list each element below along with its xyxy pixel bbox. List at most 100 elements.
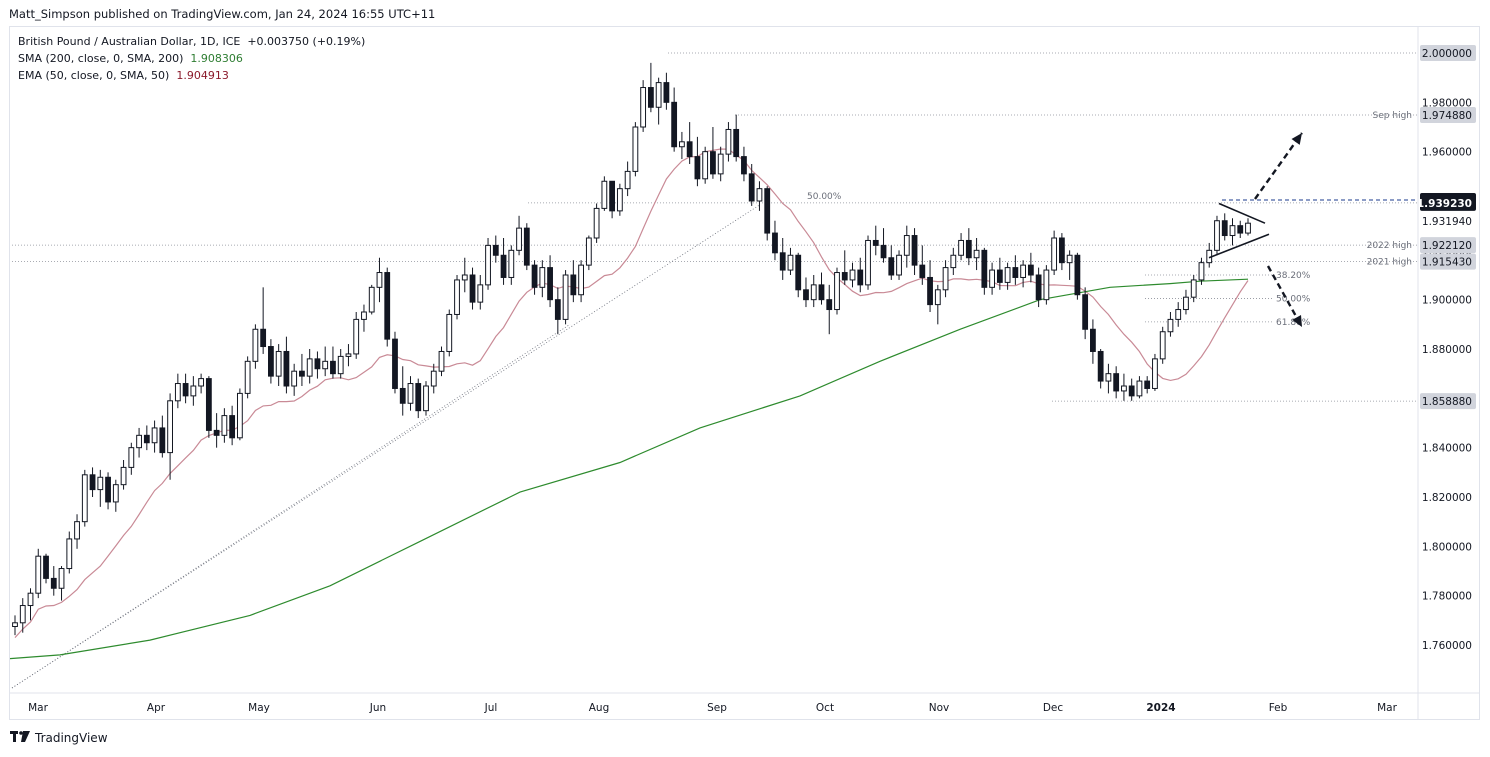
legend-sma-label: SMA (200, close, 0, SMA, 200) xyxy=(18,52,184,65)
candle xyxy=(151,420,158,453)
candle-body xyxy=(624,170,631,190)
candle xyxy=(756,181,763,211)
candle-body xyxy=(663,82,670,103)
candle xyxy=(865,235,871,290)
candle xyxy=(1167,312,1174,337)
candle xyxy=(454,275,460,320)
candle-body xyxy=(508,249,515,278)
candle xyxy=(43,553,49,584)
candle-body xyxy=(205,378,212,431)
price-tag-box xyxy=(1420,45,1476,61)
candle-body xyxy=(1198,262,1205,281)
price-tag-box xyxy=(1420,253,1476,270)
candle xyxy=(725,122,732,162)
candle-body xyxy=(112,484,119,503)
candle-body xyxy=(679,141,685,148)
candle-body xyxy=(965,239,972,259)
candle xyxy=(958,233,964,261)
candle-body xyxy=(384,272,391,340)
candle xyxy=(19,598,26,633)
candle xyxy=(710,127,716,179)
legend-symbol-row: British Pound / Australian Dollar, 1D, I… xyxy=(18,33,365,50)
candle-body xyxy=(694,156,701,180)
price-tag: 2.000000 xyxy=(1420,45,1476,61)
candle-body xyxy=(1229,225,1236,237)
candle-body xyxy=(1027,264,1034,276)
candle-body xyxy=(880,244,887,259)
candle xyxy=(74,514,80,549)
candle xyxy=(1027,252,1034,283)
reference-lines-layer xyxy=(11,52,1418,689)
candle xyxy=(159,415,166,458)
ema50-line xyxy=(14,148,1249,639)
candle xyxy=(430,363,437,394)
candle xyxy=(136,427,142,458)
candle xyxy=(407,376,414,411)
candle-body xyxy=(516,227,522,251)
candle-body xyxy=(105,476,111,503)
candle xyxy=(299,353,305,386)
candle-body xyxy=(299,370,305,377)
candle-body xyxy=(640,87,647,128)
candle-body xyxy=(927,276,933,306)
publisher-credit: Matt_Simpson published on TradingView.co… xyxy=(9,7,436,21)
candle-body xyxy=(353,318,360,355)
candle-body xyxy=(446,313,453,352)
candle xyxy=(198,373,205,394)
arrow-shaft xyxy=(1254,132,1303,200)
time-tick-label: Aug xyxy=(589,702,610,714)
candle xyxy=(97,469,104,507)
chart-frame[interactable] xyxy=(9,26,1480,720)
candle xyxy=(973,238,980,271)
candle xyxy=(268,339,274,384)
candle xyxy=(236,388,243,441)
time-tick-label: Dec xyxy=(1043,702,1064,714)
candle xyxy=(1136,376,1143,399)
candle xyxy=(1043,265,1050,305)
candle xyxy=(578,260,584,303)
candle-body xyxy=(469,274,476,303)
candle xyxy=(609,180,616,219)
candle xyxy=(647,62,654,113)
candle xyxy=(996,257,1003,290)
candle-body xyxy=(911,235,918,266)
tradingview-brand[interactable]: TradingView xyxy=(10,731,108,745)
candle xyxy=(826,284,833,335)
candle xyxy=(772,220,778,261)
candle xyxy=(694,136,701,187)
candle-body xyxy=(66,538,73,570)
candle-body xyxy=(872,239,879,246)
candle-body xyxy=(376,272,383,288)
candle-body xyxy=(485,244,491,286)
candle xyxy=(1144,376,1151,394)
price-tick-label: 1.840000 xyxy=(1422,443,1472,455)
candle xyxy=(438,346,445,377)
candle xyxy=(1090,319,1096,364)
candle-body xyxy=(136,434,142,449)
candle xyxy=(81,469,88,527)
candle xyxy=(679,131,685,160)
candle-body xyxy=(1082,294,1089,330)
candle-body xyxy=(981,249,988,288)
candle-body xyxy=(43,555,49,579)
candle-body xyxy=(1128,385,1135,397)
candle-body xyxy=(1020,264,1027,278)
candle-body xyxy=(539,267,546,288)
legend-ema-value: 1.904913 xyxy=(176,69,229,82)
candle-body xyxy=(973,249,980,259)
candle-body xyxy=(12,622,18,627)
candle-body xyxy=(368,286,375,313)
candle-body xyxy=(989,269,995,288)
candle-body xyxy=(345,353,352,357)
candle-body xyxy=(849,269,856,281)
price-tick-label: 1.880000 xyxy=(1422,344,1472,356)
price-tick-label: 1.760000 xyxy=(1422,640,1472,652)
candle-body xyxy=(1121,385,1127,392)
price-tag-box xyxy=(1420,106,1476,123)
candle xyxy=(741,146,747,182)
candle-body xyxy=(1004,267,1011,283)
candle xyxy=(663,72,670,110)
candle xyxy=(89,467,96,497)
candle-body xyxy=(903,235,910,256)
